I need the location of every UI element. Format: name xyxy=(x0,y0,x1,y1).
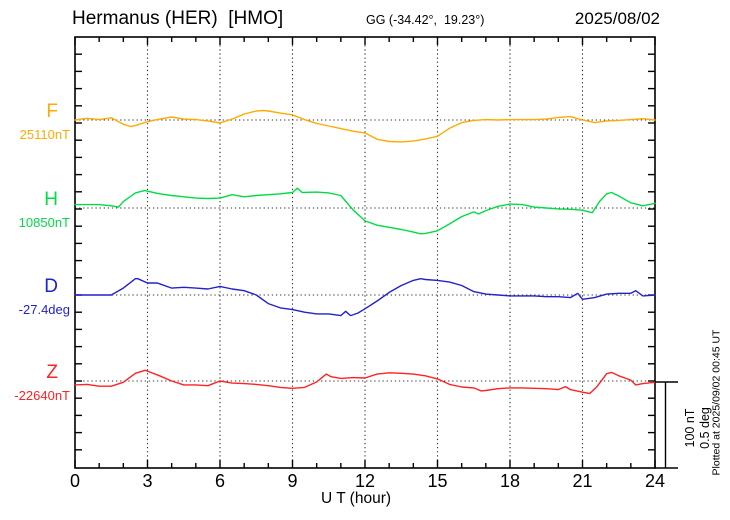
x-axis-title: U T (hour) xyxy=(320,490,392,507)
x-tick-label: 24 xyxy=(644,471,666,491)
x-tick-label: 15 xyxy=(427,471,448,491)
x-tick-label: 9 xyxy=(287,471,298,491)
channel-baseline-H: 10850nT xyxy=(18,215,70,230)
channel-label-D: D xyxy=(44,276,58,297)
channel-baseline-D: -27.4deg xyxy=(18,302,70,317)
curve-F xyxy=(74,109,656,143)
x-tick-label: 21 xyxy=(572,471,593,491)
x-tick-label: 18 xyxy=(499,471,521,491)
curve-H xyxy=(74,187,656,235)
channel-label-Z: Z xyxy=(46,362,58,383)
channel-baseline-Z: -22640nT xyxy=(14,388,70,403)
observation-date: 2025/08/02 xyxy=(574,9,660,28)
x-tick-label: 6 xyxy=(214,471,225,491)
scale-bar-label-nt: 100 nT xyxy=(683,408,697,448)
curve-D xyxy=(74,278,656,317)
plot-frame xyxy=(74,36,656,469)
channel-label-F: F xyxy=(46,101,58,122)
x-tick-label: 3 xyxy=(142,471,153,491)
scale-bar-label: 100 nT 0.5 deg xyxy=(683,383,713,473)
geographic-coordinates: GG (-34.42°, 19.23°) xyxy=(366,13,485,27)
curve-Z xyxy=(74,369,656,395)
channel-baseline-F: 25110nT xyxy=(19,127,70,142)
station-title: Hermanus (HER) [HMO] xyxy=(72,8,284,29)
x-tick-label: 12 xyxy=(354,471,376,491)
x-tick-label: 0 xyxy=(69,471,80,491)
plotted-at-timestamp: Plotted at 2025/09/02 00:45 UT xyxy=(710,329,723,476)
channel-label-H: H xyxy=(44,189,58,210)
